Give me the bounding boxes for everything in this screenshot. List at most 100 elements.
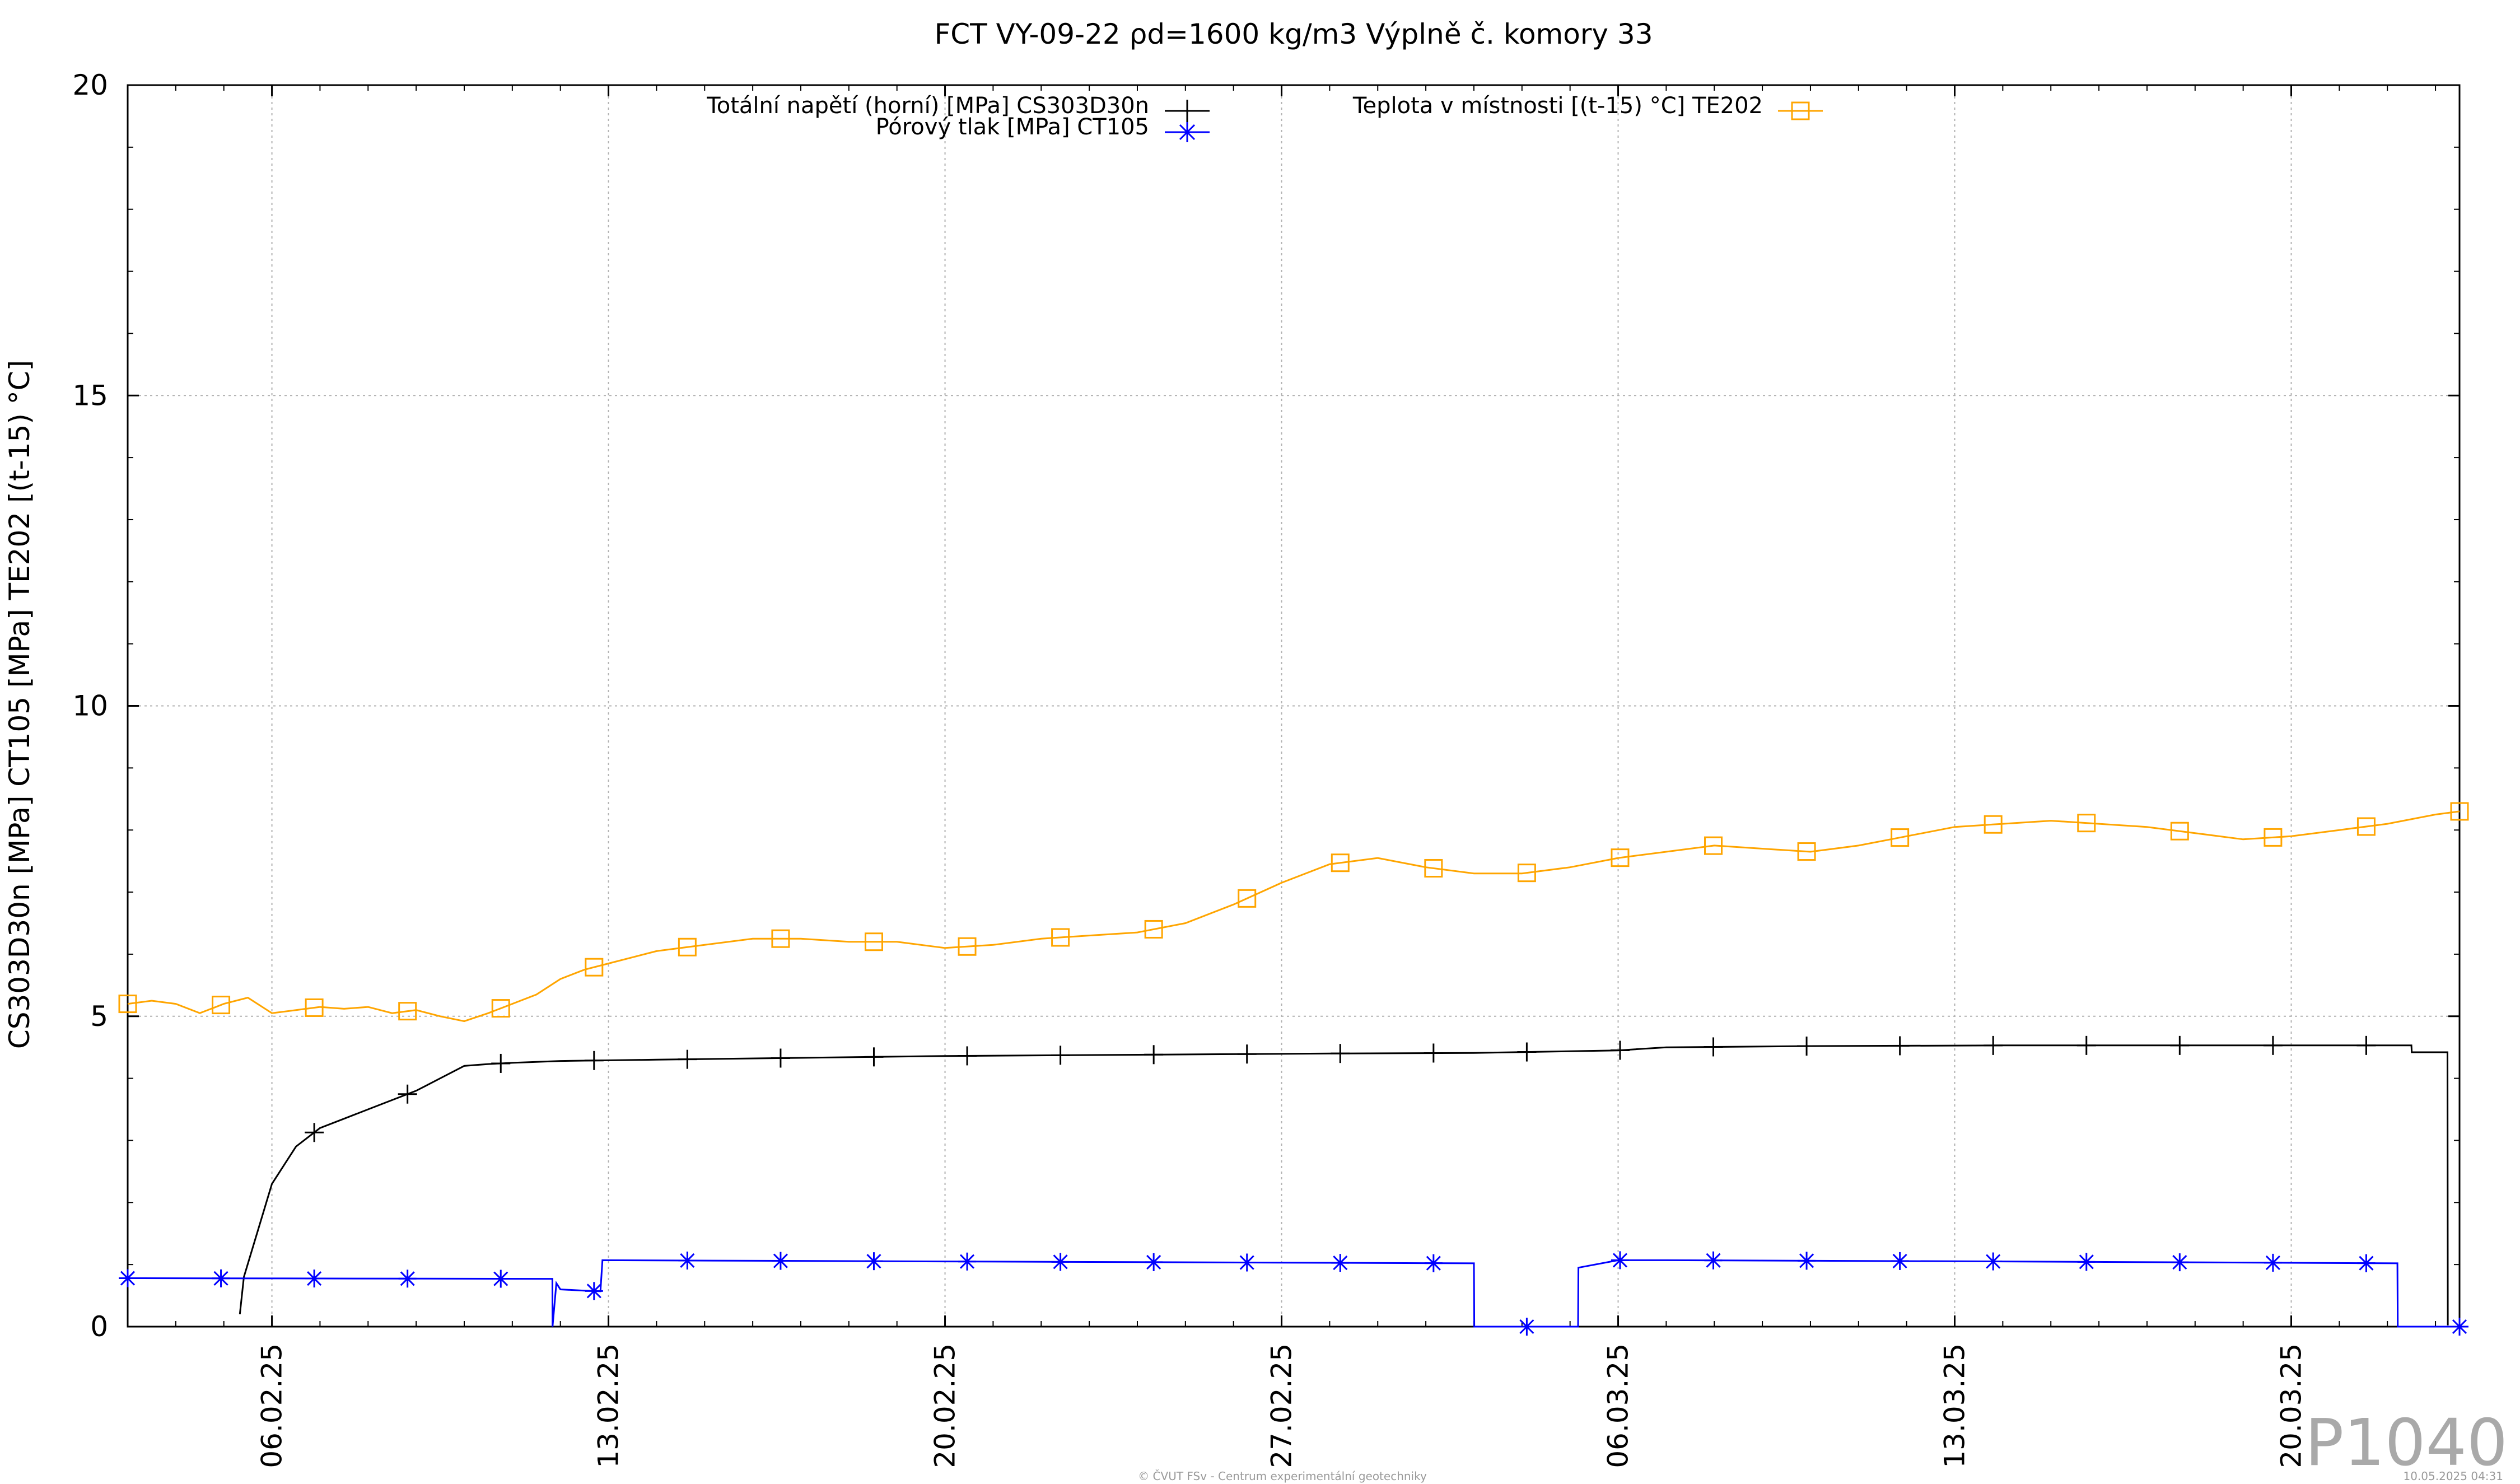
series-cs303d30n (239, 1035, 2449, 1326)
plus-marker (584, 1051, 604, 1070)
square-marker (2450, 802, 2469, 821)
series-line-ct105 (127, 1259, 2460, 1328)
star-marker (678, 1251, 697, 1270)
y-tick-label: 15 (72, 379, 108, 412)
square-marker (1144, 920, 1163, 939)
legend-label-ct105: Pórový tlak [MPa] CT105 (876, 114, 1149, 140)
y-axis-label: CS303D30n [MPa] CT105 [MPa] TE202 [(t-15… (3, 360, 36, 1049)
square-marker (1238, 889, 1257, 908)
star-marker (212, 1269, 230, 1287)
y-tick-label: 10 (72, 690, 108, 722)
star-marker (1145, 1253, 1163, 1271)
star-marker (1238, 1253, 1256, 1272)
x-tick-label: 13.02.25 (592, 1343, 625, 1468)
star-marker (1051, 1253, 1070, 1271)
legend-label-te202: Teplota v místnosti [(t-15) °C] TE202 (1352, 93, 1763, 119)
x-tick-label: 06.02.25 (256, 1343, 288, 1468)
square-marker (491, 999, 510, 1018)
square-marker (1517, 864, 1536, 883)
plus-marker (398, 1084, 417, 1104)
star-marker (2264, 1253, 2282, 1272)
series-line-te202 (127, 810, 2460, 1023)
square-marker (305, 998, 324, 1017)
plus-marker (1144, 1045, 1164, 1065)
star-marker (1518, 1318, 1536, 1336)
square-marker (1797, 842, 1816, 861)
plus-marker (771, 1048, 790, 1068)
plus-marker (1424, 1043, 1443, 1063)
square-marker (2356, 817, 2376, 836)
y-axis: 0 5 10 15 20 (72, 69, 2460, 1343)
square-marker (585, 958, 604, 977)
star-marker (1611, 1251, 1629, 1270)
star-marker (958, 1252, 977, 1271)
plus-marker (1890, 1036, 1910, 1056)
square-marker (1984, 815, 2003, 834)
plus-marker (2263, 1035, 2283, 1055)
plus-marker (2076, 1035, 2096, 1055)
plus-marker (491, 1053, 511, 1073)
star-marker (1704, 1251, 1723, 1270)
legend: Totální napětí (horní) [MPa] CS303D30n P… (706, 93, 1823, 142)
square-marker (958, 937, 977, 956)
square-marker (118, 995, 137, 1014)
y-tick-label: 5 (90, 1000, 108, 1033)
star-marker (2077, 1253, 2096, 1271)
plus-marker (1704, 1037, 1723, 1057)
plus-marker (1984, 1035, 2003, 1055)
x-tick-label: 20.03.25 (2275, 1343, 2308, 1468)
star-marker (1798, 1252, 1816, 1270)
square-marker (1331, 853, 1350, 872)
square-marker (2077, 814, 2096, 833)
plus-marker (305, 1123, 324, 1142)
footer-timestamp: 10.05.2025 04:31 (2403, 1469, 2503, 1483)
plus-marker-icon (1176, 100, 1198, 122)
square-marker (398, 1002, 417, 1021)
series-ct105 (119, 1251, 2468, 1336)
series-te202 (118, 802, 2469, 1023)
series-line-cs303d30n (239, 1044, 2449, 1326)
star-marker-icon (1177, 122, 1197, 142)
square-marker (678, 937, 697, 956)
square-marker (212, 996, 231, 1015)
star-marker (2357, 1254, 2376, 1272)
plus-marker (1610, 1040, 1630, 1060)
square-marker (1424, 858, 1443, 878)
square-marker (1891, 828, 1910, 847)
plus-marker (864, 1047, 884, 1067)
star-marker (2171, 1253, 2189, 1272)
square-marker (1611, 848, 1630, 867)
star-marker (1891, 1252, 1909, 1270)
plus-marker (1331, 1044, 1350, 1063)
star-marker (771, 1252, 790, 1270)
star-marker (305, 1270, 324, 1288)
star-marker (2451, 1318, 2468, 1336)
plus-marker (1797, 1037, 1817, 1056)
plus-marker (2170, 1035, 2190, 1055)
chart-title: FCT VY-09-22 ρd=1600 kg/m3 Výplně č. kom… (934, 18, 1653, 50)
star-marker (865, 1252, 883, 1271)
y-tick-label: 0 (90, 1310, 108, 1343)
x-tick-label: 27.02.25 (1266, 1343, 1298, 1468)
watermark: P1040 (2305, 1406, 2508, 1481)
x-tick-label: 20.02.25 (929, 1343, 962, 1468)
square-marker (1051, 928, 1070, 947)
square-marker (771, 929, 790, 948)
footer-copyright: © ČVUT FSv - Centrum experimentální geot… (1138, 1469, 1427, 1483)
star-marker (1331, 1254, 1350, 1272)
star-marker (1984, 1252, 2003, 1271)
square-marker (2264, 828, 2283, 847)
star-marker (398, 1270, 417, 1288)
star-marker (585, 1282, 603, 1300)
legend-label-cs303d30n: Totální napětí (horní) [MPa] CS303D30n (706, 93, 1149, 119)
star-marker (119, 1269, 137, 1287)
grid (128, 85, 2460, 1327)
square-marker (864, 932, 883, 951)
star-marker (492, 1270, 510, 1288)
plus-marker (1051, 1046, 1070, 1065)
x-axis: 06.02.25 13.02.25 20.02.25 27.02.25 06.03.25… (127, 85, 2437, 1468)
y-tick-label: 20 (72, 69, 108, 101)
square-marker-icon (1791, 101, 1810, 120)
plus-marker (958, 1046, 977, 1066)
